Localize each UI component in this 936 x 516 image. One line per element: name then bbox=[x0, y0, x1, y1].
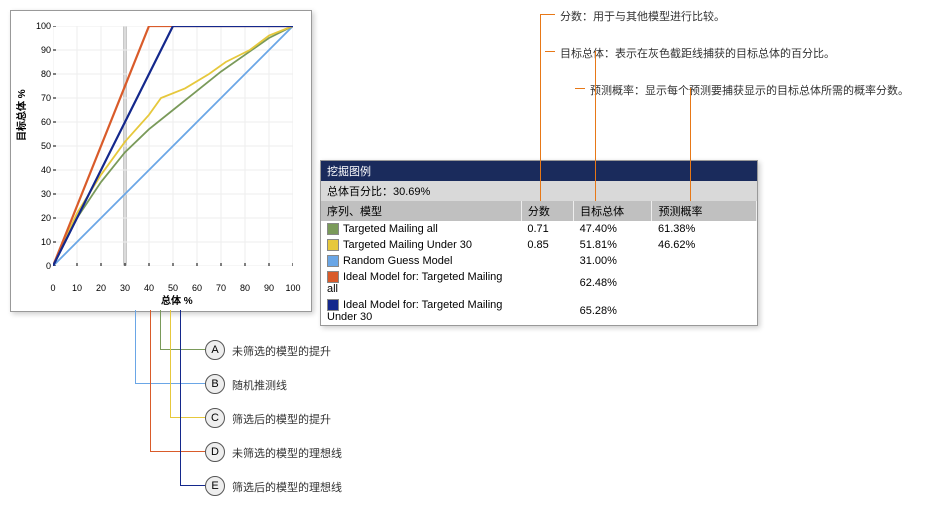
x-tick: 30 bbox=[117, 283, 133, 293]
y-tick: 90 bbox=[35, 45, 51, 55]
legend-text: 筛选后的模型的理想线 bbox=[232, 479, 342, 495]
table-row: Targeted Mailing all0.7147.40%61.38% bbox=[321, 221, 757, 237]
lift-chart: 目标总体 % 总体 % 0 10 20 30 40 50 60 70 80 90 100 0 10 20… bbox=[10, 10, 312, 312]
table-row: Targeted Mailing Under 300.8551.81%46.62… bbox=[321, 237, 757, 253]
legend-text: 筛选后的模型的提升 bbox=[232, 411, 331, 427]
annotation: 预测概率：显示每个预测要捕获显示的目标总体所需的概率分数。 bbox=[590, 82, 909, 98]
table-header: 序列、模型 bbox=[321, 201, 521, 221]
y-tick: 60 bbox=[35, 117, 51, 127]
y-tick: 80 bbox=[35, 69, 51, 79]
x-tick: 50 bbox=[165, 283, 181, 293]
legend-table: 序列、模型分数目标总体预测概率 Targeted Mailing all0.71… bbox=[321, 201, 757, 325]
table-header: 目标总体 bbox=[574, 201, 652, 221]
x-tick: 60 bbox=[189, 283, 205, 293]
y-tick: 70 bbox=[35, 93, 51, 103]
panel-subtitle: 总体百分比：30.69% bbox=[321, 181, 757, 201]
legend-circle: D bbox=[205, 442, 225, 462]
y-tick: 10 bbox=[35, 237, 51, 247]
y-tick: 100 bbox=[35, 21, 51, 31]
y-tick: 30 bbox=[35, 189, 51, 199]
x-tick: 100 bbox=[285, 283, 301, 293]
x-tick: 80 bbox=[237, 283, 253, 293]
table-header: 预测概率 bbox=[652, 201, 757, 221]
legend-circle: E bbox=[205, 476, 225, 496]
annotation: 分数：用于与其他模型进行比较。 bbox=[560, 8, 725, 24]
legend-text: 随机推测线 bbox=[232, 377, 287, 393]
legend-circle: C bbox=[205, 408, 225, 428]
x-tick: 90 bbox=[261, 283, 277, 293]
legend-circle: B bbox=[205, 374, 225, 394]
y-tick: 20 bbox=[35, 213, 51, 223]
x-tick: 20 bbox=[93, 283, 109, 293]
plot-svg bbox=[53, 26, 293, 266]
subtitle-label: 总体百分比： bbox=[327, 186, 393, 198]
x-tick: 10 bbox=[69, 283, 85, 293]
annotation: 目标总体：表示在灰色截距线捕获的目标总体的百分比。 bbox=[560, 45, 835, 61]
table-row: Ideal Model for: Targeted Mailing Under … bbox=[321, 297, 757, 325]
x-axis-label: 总体 % bbox=[161, 292, 193, 307]
mining-legend-panel: 挖掘图例 总体百分比：30.69% 序列、模型分数目标总体预测概率 Target… bbox=[320, 160, 758, 326]
x-tick: 40 bbox=[141, 283, 157, 293]
plot-area bbox=[53, 26, 293, 266]
legend-text: 未筛选的模型的理想线 bbox=[232, 445, 342, 461]
table-header: 分数 bbox=[521, 201, 573, 221]
y-tick: 40 bbox=[35, 165, 51, 175]
y-tick: 0 bbox=[35, 261, 51, 271]
x-tick: 0 bbox=[45, 283, 61, 293]
x-tick: 70 bbox=[213, 283, 229, 293]
y-axis-label: 目标总体 % bbox=[13, 89, 28, 141]
subtitle-value: 30.69% bbox=[393, 186, 430, 198]
legend-circle: A bbox=[205, 340, 225, 360]
table-row: Ideal Model for: Targeted Mailing all62.… bbox=[321, 269, 757, 297]
table-row: Random Guess Model31.00% bbox=[321, 253, 757, 269]
y-tick: 50 bbox=[35, 141, 51, 151]
legend-text: 未筛选的模型的提升 bbox=[232, 343, 331, 359]
panel-title: 挖掘图例 bbox=[321, 161, 757, 181]
